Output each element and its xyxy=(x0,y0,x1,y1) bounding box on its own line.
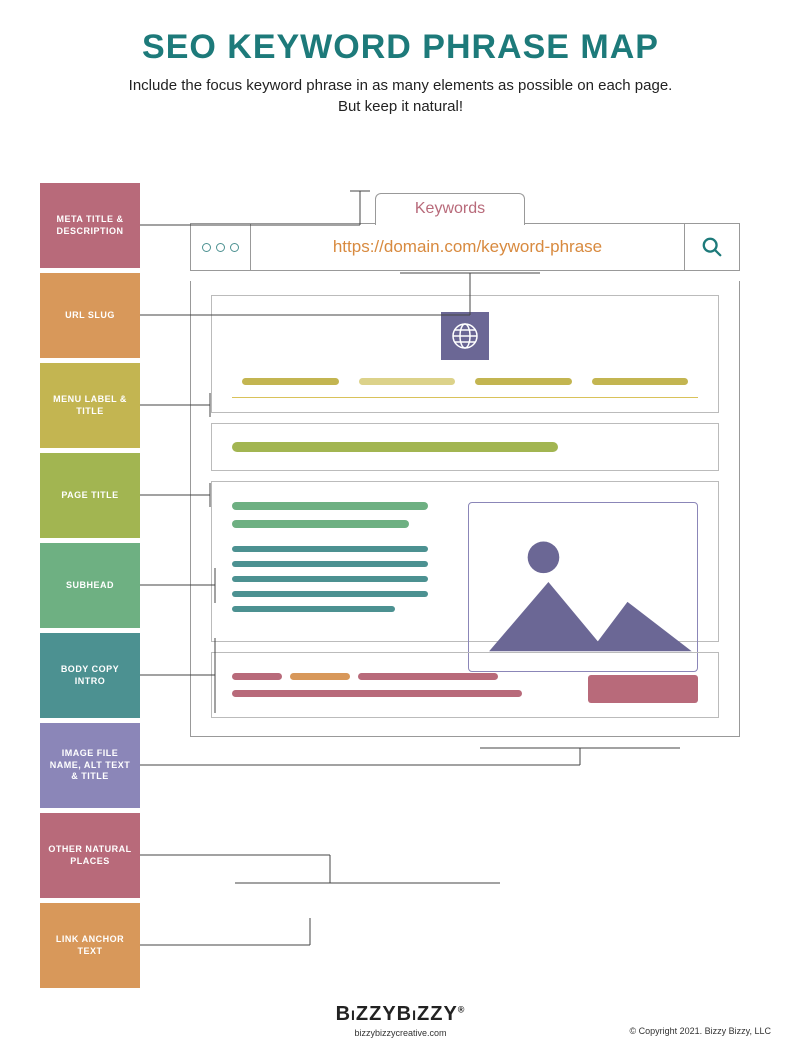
text-seg xyxy=(358,673,498,680)
text-seg xyxy=(232,690,522,697)
label-column: META TITLE & DESCRIPTION URL SLUG MENU L… xyxy=(40,183,140,993)
menu-row xyxy=(242,378,688,385)
link-seg xyxy=(290,673,350,680)
page-title: SEO KEYWORD PHRASE MAP xyxy=(0,28,801,67)
label-image: IMAGE FILE NAME, ALT TEXT & TITLE xyxy=(40,723,140,808)
header-panel xyxy=(211,295,719,413)
search-icon xyxy=(684,224,739,270)
keywords-tab: Keywords xyxy=(375,193,525,225)
image-placeholder xyxy=(468,502,698,672)
subtitle: Include the focus keyword phrase in as m… xyxy=(0,75,801,117)
dot-icon xyxy=(230,243,239,252)
title-panel xyxy=(211,423,719,471)
label-other: OTHER NATURAL PLACES xyxy=(40,813,140,898)
menu-item xyxy=(359,378,456,385)
url-text: https://domain.com/keyword-phrase xyxy=(251,224,684,270)
wireframe: Keywords https://domain.com/keyword-phra… xyxy=(190,223,740,737)
label-anchor: LINK ANCHOR TEXT xyxy=(40,903,140,988)
cta-button xyxy=(588,675,698,703)
brand-name: BIZZYBIZZY® xyxy=(0,1003,801,1026)
label-body: BODY COPY INTRO xyxy=(40,633,140,718)
menu-item xyxy=(475,378,572,385)
browser-bar: https://domain.com/keyword-phrase xyxy=(190,223,740,271)
menu-item xyxy=(592,378,689,385)
copyright: © Copyright 2021. Bizzy Bizzy, LLC xyxy=(629,1026,771,1036)
text-seg xyxy=(232,673,282,680)
title-bar xyxy=(232,442,558,452)
label-menu: MENU LABEL & TITLE xyxy=(40,363,140,448)
label-url: URL SLUG xyxy=(40,273,140,358)
divider xyxy=(232,397,698,398)
label-sub: SUBHEAD xyxy=(40,543,140,628)
content-panel xyxy=(211,481,719,642)
window-dots xyxy=(191,224,251,270)
globe-icon xyxy=(441,312,489,360)
dot-icon xyxy=(216,243,225,252)
footer-panel xyxy=(211,652,719,718)
page-body xyxy=(190,281,740,737)
dot-icon xyxy=(202,243,211,252)
menu-item xyxy=(242,378,339,385)
label-title: PAGE TITLE xyxy=(40,453,140,538)
label-meta: META TITLE & DESCRIPTION xyxy=(40,183,140,268)
